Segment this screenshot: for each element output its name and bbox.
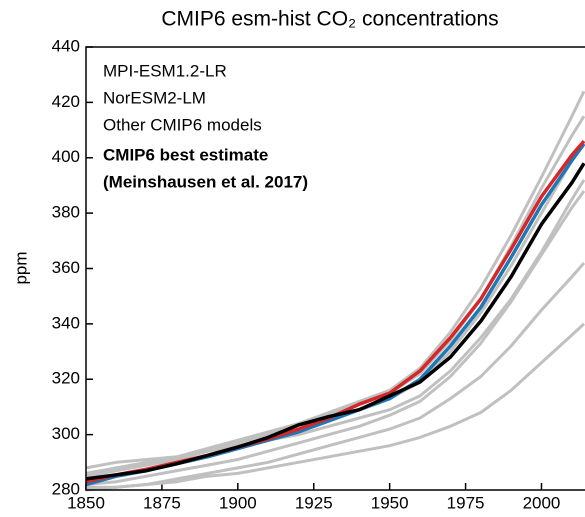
y-tick-label: 360 bbox=[52, 258, 80, 277]
model-line bbox=[85, 140, 585, 484]
x-tick-label: 1900 bbox=[219, 493, 257, 512]
y-tick-label: 440 bbox=[52, 36, 80, 55]
x-tick-label: 1975 bbox=[447, 493, 485, 512]
y-tick-label: 320 bbox=[52, 369, 80, 388]
legend-label: CMIP6 best estimate bbox=[103, 145, 268, 164]
y-tick-label: 380 bbox=[52, 203, 80, 222]
legend-label: Other CMIP6 models bbox=[103, 115, 262, 134]
x-tick-label: 2000 bbox=[523, 493, 561, 512]
legend-label: MPI-ESM1.2-LR bbox=[103, 61, 227, 80]
y-axis-label: ppm bbox=[11, 251, 30, 284]
model-line bbox=[85, 115, 585, 478]
x-tick-label: 1950 bbox=[371, 493, 409, 512]
chart-title: CMIP6 esm-hist CO₂ concentrations bbox=[161, 8, 498, 31]
x-tick-label: 1875 bbox=[143, 493, 181, 512]
model-line bbox=[85, 179, 585, 470]
x-tick-label: 1850 bbox=[67, 493, 105, 512]
series-line bbox=[85, 162, 585, 481]
model-line bbox=[86, 322, 585, 489]
x-tick-label: 1925 bbox=[295, 493, 333, 512]
y-tick-label: 400 bbox=[52, 147, 80, 166]
y-tick-label: 420 bbox=[52, 92, 80, 111]
y-tick-label: 280 bbox=[52, 479, 80, 498]
series-line bbox=[85, 139, 585, 484]
legend-label: (Meinshausen et al. 2017) bbox=[103, 172, 308, 191]
plot-frame bbox=[85, 46, 585, 491]
model-line bbox=[85, 262, 585, 492]
model-line bbox=[85, 190, 585, 486]
legend-label: NorESM2-LM bbox=[103, 88, 206, 107]
y-tick-label: 340 bbox=[52, 313, 80, 332]
y-tick-label: 300 bbox=[52, 424, 80, 443]
